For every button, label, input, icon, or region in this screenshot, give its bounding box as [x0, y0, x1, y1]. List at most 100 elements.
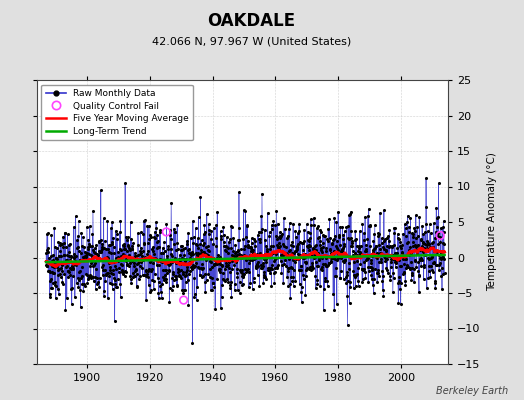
Point	[242, 268, 250, 275]
Point	[269, 218, 278, 224]
Point	[238, 272, 247, 279]
Point	[156, 229, 164, 236]
Point	[182, 264, 191, 270]
Point	[344, 235, 353, 241]
Point	[80, 254, 88, 260]
Point	[148, 277, 157, 283]
Point	[140, 254, 149, 260]
Point	[407, 249, 416, 255]
Point	[377, 240, 386, 246]
Point	[177, 247, 185, 254]
Point	[224, 250, 233, 256]
Point	[256, 235, 265, 242]
Point	[137, 244, 146, 251]
Point	[138, 257, 146, 263]
Point	[396, 286, 404, 292]
Point	[43, 263, 51, 270]
Point	[133, 283, 141, 290]
Point	[358, 221, 367, 227]
Point	[274, 244, 282, 250]
Point	[51, 244, 59, 250]
Point	[291, 228, 300, 234]
Point	[378, 235, 386, 242]
Point	[399, 253, 408, 259]
Point	[304, 253, 312, 260]
Point	[166, 285, 174, 291]
Point	[369, 290, 378, 296]
Point	[318, 249, 326, 256]
Point	[83, 280, 92, 286]
Point	[309, 265, 318, 271]
Point	[227, 224, 236, 231]
Point	[156, 282, 165, 289]
Point	[211, 306, 220, 312]
Point	[160, 258, 168, 264]
Point	[108, 239, 116, 245]
Point	[112, 284, 120, 290]
Point	[71, 259, 79, 265]
Point	[371, 245, 379, 252]
Point	[395, 274, 403, 280]
Point	[177, 267, 185, 274]
Point	[371, 266, 379, 272]
Point	[196, 272, 204, 278]
Y-axis label: Temperature Anomaly (°C): Temperature Anomaly (°C)	[487, 152, 497, 292]
Point	[185, 246, 193, 252]
Point	[85, 250, 93, 257]
Point	[250, 242, 259, 249]
Point	[97, 240, 106, 247]
Point	[161, 259, 170, 265]
Point	[334, 250, 343, 256]
Point	[79, 254, 87, 260]
Point	[268, 222, 276, 228]
Point	[252, 263, 260, 270]
Point	[271, 264, 279, 271]
Point	[238, 273, 247, 280]
Point	[108, 218, 116, 225]
Point	[136, 272, 144, 279]
Point	[73, 275, 82, 282]
Point	[384, 252, 392, 259]
Point	[233, 270, 241, 276]
Point	[45, 268, 53, 274]
Point	[166, 226, 174, 233]
Point	[370, 246, 378, 252]
Point	[68, 263, 76, 269]
Point	[330, 307, 339, 314]
Point	[55, 253, 63, 259]
Point	[198, 274, 206, 280]
Point	[66, 272, 74, 278]
Point	[59, 234, 67, 240]
Point	[270, 256, 279, 262]
Point	[61, 259, 69, 266]
Point	[373, 250, 381, 256]
Point	[219, 270, 227, 276]
Point	[349, 267, 357, 274]
Point	[213, 208, 222, 215]
Point	[353, 271, 362, 278]
Point	[296, 252, 304, 258]
Point	[134, 230, 142, 236]
Point	[45, 268, 53, 274]
Point	[42, 250, 50, 256]
Point	[241, 242, 249, 249]
Point	[351, 250, 359, 256]
Point	[328, 254, 336, 261]
Point	[46, 291, 54, 297]
Point	[72, 259, 81, 266]
Point	[258, 263, 267, 269]
Point	[155, 244, 163, 250]
Point	[77, 250, 85, 256]
Point	[215, 266, 223, 273]
Point	[157, 250, 166, 256]
Point	[63, 231, 72, 238]
Point	[100, 292, 108, 299]
Point	[369, 282, 377, 288]
Point	[256, 254, 264, 260]
Point	[377, 256, 386, 262]
Point	[249, 250, 257, 256]
Point	[163, 261, 172, 267]
Point	[386, 272, 395, 279]
Point	[302, 260, 311, 266]
Point	[70, 260, 79, 266]
